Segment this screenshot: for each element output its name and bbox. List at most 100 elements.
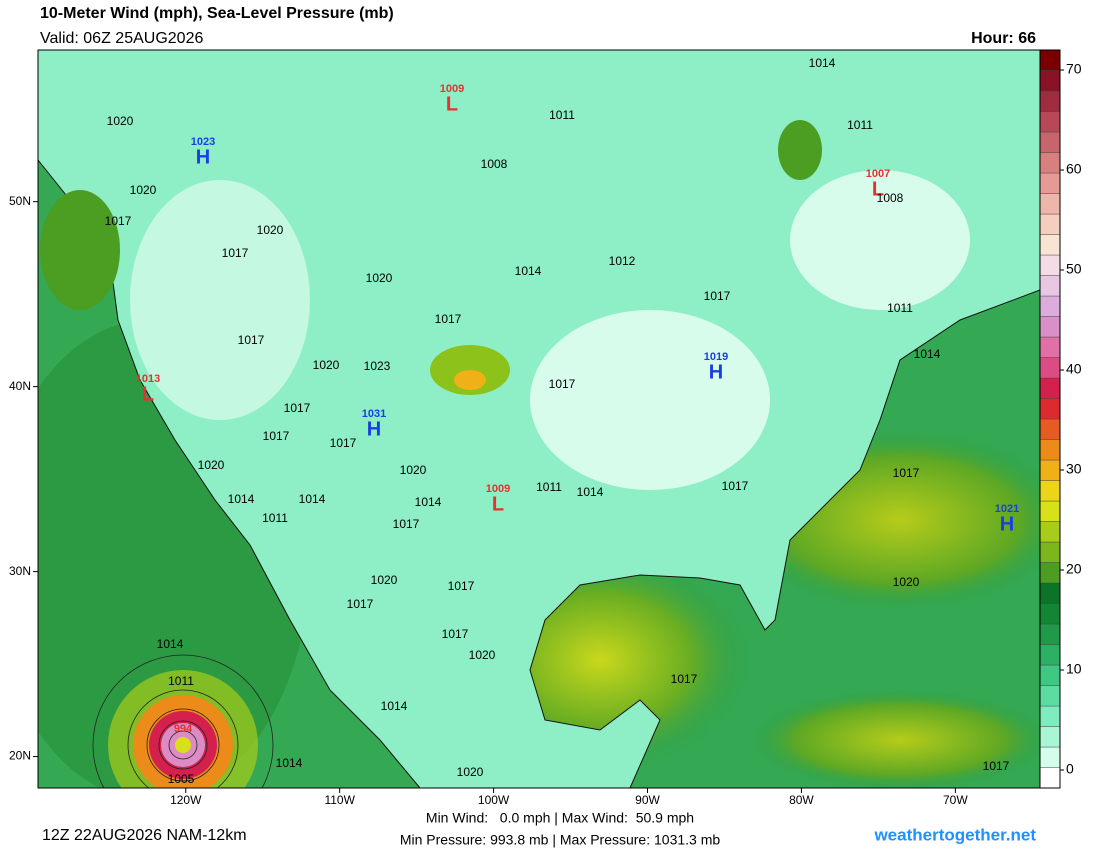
center-pressure: 994 [174, 723, 193, 735]
isobar-label: 1020 [257, 223, 284, 237]
colorbar-bin [1039, 562, 1061, 584]
center-letter: H [367, 418, 381, 440]
center-letter: L [872, 178, 884, 200]
isobar-label: 1014 [415, 495, 442, 509]
colorbar-bin [1039, 111, 1061, 133]
center-pressure: 1009 [486, 483, 510, 495]
colorbar-bin [1039, 152, 1061, 174]
colorbar-bin [1039, 234, 1061, 256]
model-run: 12Z 22AUG2026 NAM-12km [42, 827, 247, 844]
center-letter: L [142, 383, 154, 405]
colorbar-bin [1039, 131, 1061, 153]
isobar-label: 1014 [157, 637, 184, 651]
isobar-label: 1020 [366, 271, 393, 285]
lon-label: 70W [943, 793, 968, 807]
colorbar-bin [1039, 603, 1061, 625]
center-pressure: 1023 [191, 136, 215, 148]
colorbar-label: 60 [1066, 161, 1082, 177]
isobar-label: 1011 [887, 301, 913, 315]
isobar-label: 1017 [222, 246, 249, 260]
isobar-label: 1014 [577, 485, 604, 499]
isobar-label: 1017 [549, 377, 576, 391]
isobar-label: 1023 [364, 359, 391, 373]
isobar-label: 1011 [168, 674, 194, 688]
lon-label: 110W [324, 793, 355, 807]
isobar-label: 1020 [400, 463, 427, 477]
colorbar-bin [1039, 418, 1061, 440]
colorbar-bin [1039, 193, 1061, 215]
isobar-label: 1014 [515, 264, 542, 278]
center-pressure: 1009 [440, 83, 464, 95]
colorbar-bin [1039, 480, 1061, 502]
isobar-label: 1014 [299, 492, 326, 506]
center-pressure: 1021 [995, 503, 1019, 515]
isobar-label: 1008 [877, 191, 904, 205]
isobar-label: 1014 [228, 492, 255, 506]
calm-area [530, 310, 770, 490]
isobar-label: 1011 [549, 108, 575, 122]
colorbar-label: 40 [1066, 361, 1082, 377]
isobar-label: 1011 [847, 118, 873, 132]
colorbar-bin [1039, 459, 1061, 481]
colorbar-frame [1039, 49, 1061, 789]
lat-label: 30N [9, 564, 31, 578]
colorbar-bin [1039, 70, 1061, 92]
center-pressure: 1013 [136, 373, 160, 385]
colorbar-bin [1039, 254, 1061, 276]
isobar-label: 1020 [313, 358, 340, 372]
isobar-label: 1017 [238, 333, 265, 347]
colorbar-bin [1039, 582, 1061, 604]
colorbar-bin [1039, 275, 1061, 297]
colorbar-bin [1039, 521, 1061, 543]
hurricane [175, 737, 191, 753]
isobar-label: 1008 [481, 157, 508, 171]
center-letter: L [492, 493, 504, 515]
isobar-label: 1020 [469, 648, 496, 662]
wind-stats: Min Wind: 0.0 mph | Max Wind: 50.9 mph [426, 810, 694, 826]
isobar-label: 1017 [284, 401, 311, 415]
colorbar-label: 10 [1066, 661, 1082, 677]
center-pressure: 1031 [362, 408, 386, 420]
isobar-label: 1017 [704, 289, 731, 303]
colorbar-label: 20 [1066, 561, 1082, 577]
isobar-label: 1014 [276, 756, 303, 770]
isobar-label: 1017 [435, 312, 462, 326]
colorbar-bin [1039, 213, 1061, 235]
wind-area [778, 120, 822, 180]
isobar-label: 1014 [809, 56, 836, 70]
center-pressure: 1007 [866, 168, 890, 180]
calm-area [130, 180, 310, 420]
colorbar-label: 70 [1066, 61, 1082, 77]
isobar-label: 1014 [914, 347, 941, 361]
colorbar-bin [1039, 705, 1061, 727]
isobar-label: 1017 [722, 479, 749, 493]
site-link[interactable]: weathertogether.net [873, 825, 1036, 844]
forecast-hour: Hour: 66 [971, 30, 1036, 47]
isobar-label: 1017 [893, 466, 920, 480]
colorbar-bin [1039, 377, 1061, 399]
center-letter: H [709, 361, 723, 383]
isobar-label: 1020 [893, 575, 920, 589]
isobar-label: 1017 [442, 627, 469, 641]
colorbar-bin [1039, 664, 1061, 686]
map-background [38, 50, 1040, 788]
isobar-label: 1011 [536, 480, 562, 494]
isobar-label: 1017 [347, 597, 374, 611]
isobar-label: 1017 [448, 579, 475, 593]
isobar-label: 1017 [393, 517, 420, 531]
lat-label: 40N [9, 379, 31, 393]
lon-label: 90W [635, 793, 660, 807]
colorbar-bin [1039, 357, 1061, 379]
center-letter: L [446, 93, 458, 115]
lon-label: 120W [170, 793, 202, 807]
pressure-stats: Min Pressure: 993.8 mb | Max Pressure: 1… [400, 832, 721, 848]
colorbar-bin [1039, 90, 1061, 112]
isobar-label: 1017 [105, 214, 132, 228]
isobar-label: 1020 [107, 114, 134, 128]
isobar-label: 1020 [198, 458, 225, 472]
colorbar-bin [1039, 336, 1061, 358]
center-letter: H [196, 146, 210, 168]
isobar-label: 1017 [671, 672, 698, 686]
